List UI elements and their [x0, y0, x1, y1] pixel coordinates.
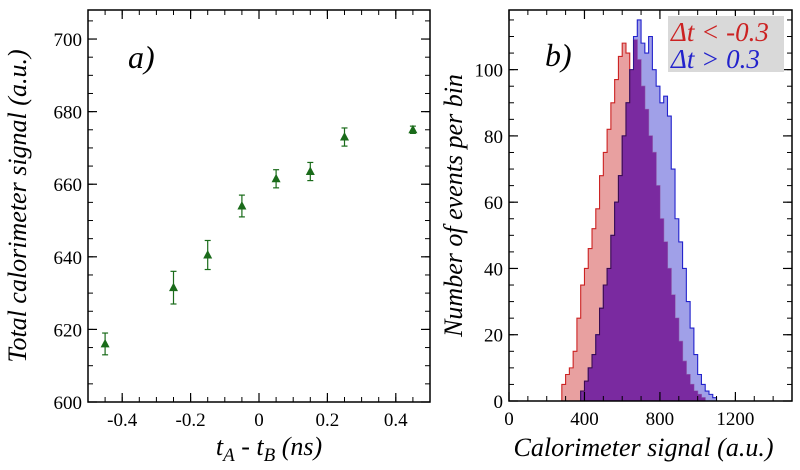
triangle-marker	[271, 173, 281, 183]
triangle-marker	[100, 338, 110, 348]
data-point	[100, 332, 110, 356]
data-point	[203, 239, 213, 271]
x-tick-label: 800	[646, 409, 675, 430]
y-tick-label: 20	[484, 326, 503, 347]
triangle-marker	[305, 166, 315, 176]
panel-b-histograms	[561, 19, 718, 402]
panel-b-chart: 0 400 800 1200 0 20 40 60 80 100 b) Number of eve…	[439, 9, 793, 462]
triangle-marker	[408, 124, 418, 134]
panel-a-y-axis-title: Total calorimeter signal (a.u.)	[3, 49, 32, 362]
x-tick-label: 0	[504, 409, 514, 430]
y-tick-label: 640	[54, 248, 83, 269]
y-tick-label: 0	[494, 392, 504, 413]
legend-entry-1-value: -0.3	[726, 17, 769, 47]
x-tick-label: 1200	[716, 409, 754, 430]
data-point	[305, 161, 315, 182]
y-tick-label: 40	[484, 259, 503, 280]
panel-a-x-axis-title: tA - tB (ns)	[216, 432, 322, 466]
triangle-marker	[237, 201, 247, 210]
data-point	[237, 194, 247, 218]
x-title-mid: - t	[235, 432, 265, 461]
y-tick-label: 60	[484, 193, 503, 214]
triangle-marker	[169, 282, 178, 292]
x-tick-label: -0.2	[176, 410, 206, 431]
panel-a-data-points	[100, 124, 418, 356]
panel-a-chart: -0.4 -0.2 0 0.2 0.4 600 620 640 660 680 700 a) Tot…	[3, 9, 431, 466]
data-point	[408, 124, 418, 135]
y-tick-label: 700	[54, 30, 83, 51]
y-tick-label: 80	[484, 127, 503, 148]
y-tick-label: 100	[475, 61, 504, 82]
triangle-marker	[340, 132, 349, 141]
triangle-marker	[203, 250, 213, 259]
x-title-sub-b: B	[264, 445, 276, 466]
x-title-unit: (ns)	[275, 432, 322, 461]
y-tick-label: 660	[54, 175, 83, 196]
panel-b-y-axis-title: Number of events per bin	[439, 74, 468, 338]
legend-entry-1-prefix: Δt <	[670, 17, 726, 47]
data-point	[271, 169, 281, 189]
panel-b-label: b)	[545, 37, 572, 73]
x-title-sub-a: A	[221, 445, 235, 466]
y-tick-label: 600	[54, 393, 83, 414]
data-point	[340, 127, 349, 147]
x-title-t: t	[216, 432, 224, 461]
x-tick-label: 0.4	[384, 410, 408, 431]
legend-entry-2-prefix: Δt >	[670, 44, 726, 74]
panel-b-ticks: 0 400 800 1200 0 20 40 60 80 100	[475, 10, 793, 430]
x-tick-label: 0.2	[316, 410, 340, 431]
legend-entry-2-value: 0.3	[726, 44, 760, 74]
legend-background	[668, 16, 784, 72]
y-tick-label: 620	[54, 320, 83, 341]
x-tick-label: -0.4	[107, 410, 138, 431]
legend-entry-dt-greater: Δt > 0.3	[670, 44, 760, 74]
panel-a-ticks: -0.4 -0.2 0 0.2 0.4 600 620 640 660 680 700	[54, 10, 431, 431]
y-tick-label: 680	[54, 103, 83, 124]
x-tick-label: 0	[254, 410, 264, 431]
legend-entry-dt-less: Δt < -0.3	[670, 17, 769, 47]
x-tick-label: 400	[570, 409, 599, 430]
panel-a-label: a)	[128, 39, 155, 75]
panel-b-x-axis-title: Calorimeter signal (a.u.)	[514, 433, 774, 462]
data-point	[169, 270, 178, 305]
panel-b-legend: Δt < -0.3 Δt > 0.3	[668, 16, 784, 74]
panel-b-frame	[508, 9, 793, 402]
